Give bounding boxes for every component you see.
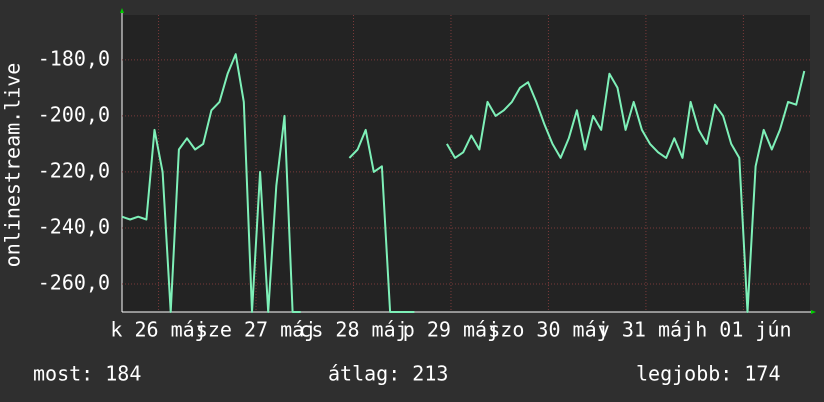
plot-area [122, 15, 810, 312]
y-tick-label: -260,0 [38, 270, 110, 294]
x-tick-label: sze 27 máj [196, 318, 316, 342]
stat-best: legjobb: 174 [636, 362, 781, 386]
stat-current: most: 184 [33, 362, 141, 386]
x-tick-label: v 31 máj [598, 318, 694, 342]
x-arrow [811, 310, 816, 314]
y-axis-label: onlinestream.live [1, 63, 25, 268]
x-tick-label: h 01 jún [695, 318, 791, 342]
x-tick-label: k 26 máj [110, 318, 206, 342]
stat-average: átlag: 213 [328, 362, 448, 386]
y-tick-label: -180,0 [38, 46, 110, 70]
data-line [121, 53, 806, 313]
y-tick-label: -200,0 [38, 102, 110, 126]
x-tick-label: p 29 máj [403, 318, 499, 342]
x-tick-label: cs 28 máj [299, 318, 407, 342]
y-tick-label: -220,0 [38, 158, 110, 182]
y-tick-label: -240,0 [38, 214, 110, 238]
x-tick-label: szo 30 máj [488, 318, 608, 342]
y-arrow [120, 8, 124, 13]
